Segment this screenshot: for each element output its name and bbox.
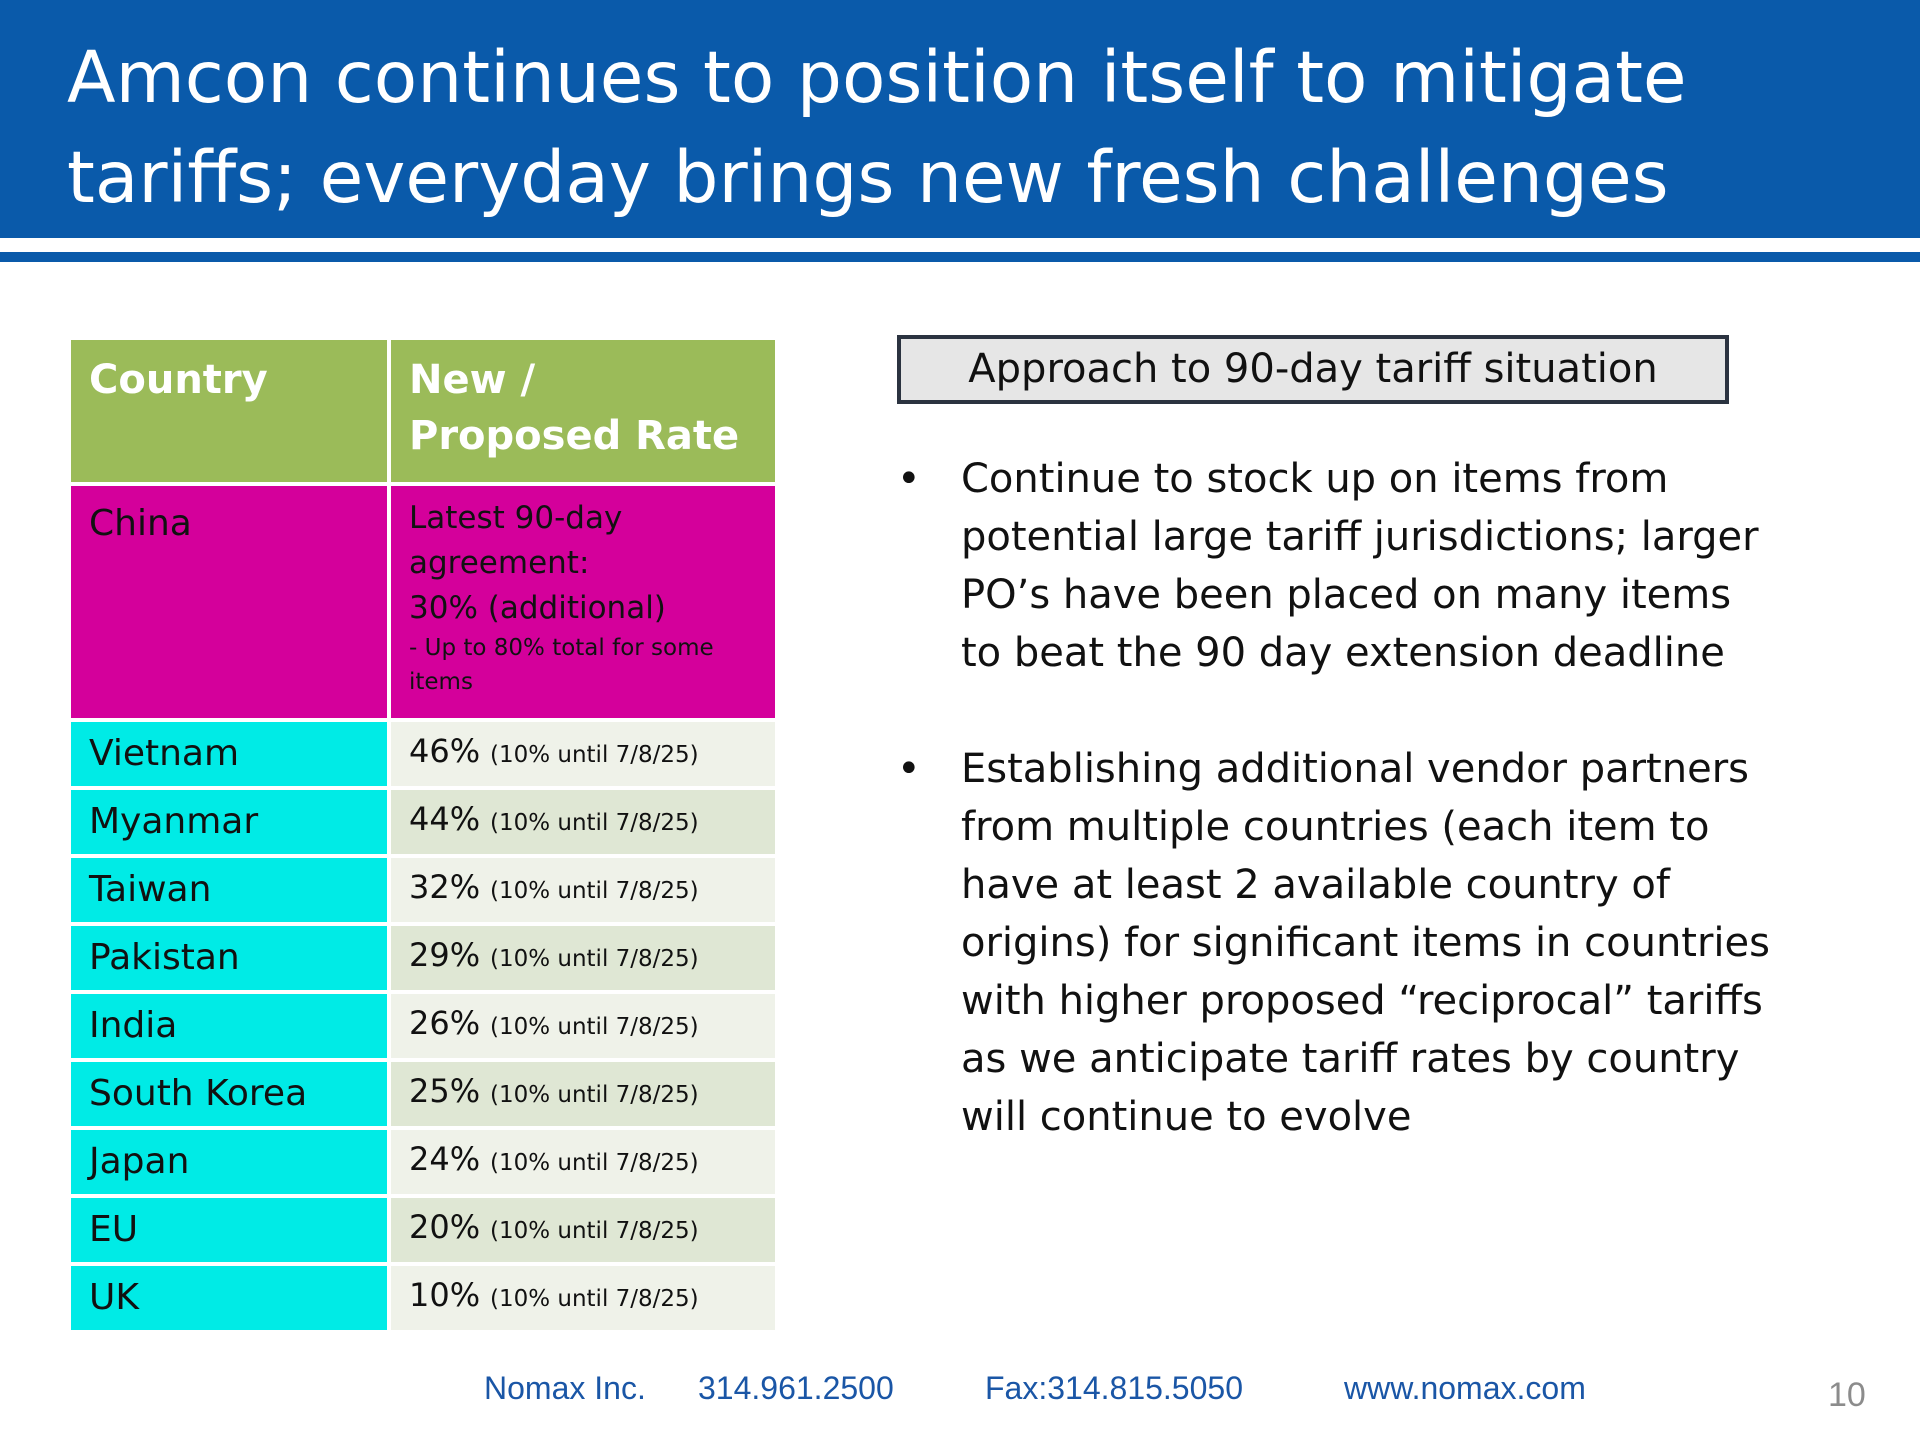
rate-cell: 32% (10% until 7/8/25) [387,854,779,926]
page-number: 10 [1828,1376,1866,1414]
table-row: Myanmar 44% (10% until 7/8/25) [67,786,779,858]
table-row: EU 20% (10% until 7/8/25) [67,1194,779,1266]
rate-value: 20% [409,1208,481,1246]
approach-bullet-list: • Continue to stock up on items from pot… [897,450,1777,1204]
rate-cell: 46% (10% until 7/8/25) [387,718,779,790]
tariff-table: Country New / Proposed Rate China Latest… [67,336,779,1334]
rate-value: 24% [409,1140,481,1178]
rate-note: (10% until 7/8/25) [489,1150,699,1176]
rate-value: 10% [409,1276,481,1314]
bullet-icon: • [897,456,921,502]
table-row: Pakistan 29% (10% until 7/8/25) [67,922,779,994]
footer: Nomax Inc. 314.961.2500 Fax:314.815.5050… [0,1370,1920,1420]
rate-note: (10% until 7/8/25) [489,946,699,972]
header-rule [0,252,1920,262]
rate-cell: 10% (10% until 7/8/25) [387,1262,779,1334]
table-row: India 26% (10% until 7/8/25) [67,990,779,1062]
rate-note: (10% until 7/8/25) [489,1082,699,1108]
rate-note: - Up to 80% total for some items [409,635,714,695]
list-item: • Continue to stock up on items from pot… [897,450,1777,682]
country-cell: South Korea [67,1058,391,1130]
rate-value: 25% [409,1072,481,1110]
rate-value: 26% [409,1004,481,1042]
table-row: South Korea 25% (10% until 7/8/25) [67,1058,779,1130]
country-cell: EU [67,1194,391,1266]
rate-agreement-label: Latest 90-day agreement: [409,500,623,581]
country-cell: UK [67,1262,391,1334]
country-cell: Pakistan [67,922,391,994]
rate-cell: 25% (10% until 7/8/25) [387,1058,779,1130]
rate-value: 32% [409,868,481,906]
rate-value: 30% (additional) [409,590,666,626]
rate-value: 29% [409,936,481,974]
slide-title: Amcon continues to position itself to mi… [67,36,1687,219]
rate-value: 44% [409,800,481,838]
footer-company: Nomax Inc. [484,1370,646,1406]
rate-note: (10% until 7/8/25) [489,878,699,904]
rate-cell: 24% (10% until 7/8/25) [387,1126,779,1198]
country-cell: Japan [67,1126,391,1198]
country-cell: Taiwan [67,854,391,926]
title-banner: Amcon continues to position itself to mi… [0,0,1920,238]
rate-cell: 44% (10% until 7/8/25) [387,786,779,858]
approach-heading-box: Approach to 90-day tariff situation [897,335,1729,404]
table-row: Vietnam 46% (10% until 7/8/25) [67,718,779,790]
country-cell: China [67,482,391,722]
table-row: Japan 24% (10% until 7/8/25) [67,1126,779,1198]
country-cell: Myanmar [67,786,391,858]
bullet-icon: • [897,746,921,792]
table-row: Taiwan 32% (10% until 7/8/25) [67,854,779,926]
rate-note: (10% until 7/8/25) [489,1014,699,1040]
rate-note: (10% until 7/8/25) [489,810,699,836]
footer-phone: 314.961.2500 [698,1370,894,1406]
bullet-text: Continue to stock up on items from poten… [961,456,1759,676]
bullet-text: Establishing additional vendor partners … [961,746,1770,1140]
table-row-china: China Latest 90-day agreement: 30% (addi… [67,482,779,722]
rate-cell: Latest 90-day agreement: 30% (additional… [387,482,779,722]
footer-fax: Fax:314.815.5050 [985,1370,1243,1406]
column-header-country: Country [67,336,391,486]
rate-value: 46% [409,732,481,770]
rate-note: (10% until 7/8/25) [489,1218,699,1244]
footer-website[interactable]: www.nomax.com [1344,1370,1586,1406]
country-cell: Vietnam [67,718,391,790]
rate-cell: 26% (10% until 7/8/25) [387,990,779,1062]
column-header-rate: New / Proposed Rate [387,336,779,486]
table-row: UK 10% (10% until 7/8/25) [67,1262,779,1334]
rate-note: (10% until 7/8/25) [489,742,699,768]
table-header-row: Country New / Proposed Rate [67,336,779,486]
rate-note: (10% until 7/8/25) [489,1286,699,1312]
rate-cell: 29% (10% until 7/8/25) [387,922,779,994]
country-cell: India [67,990,391,1062]
list-item: • Establishing additional vendor partner… [897,740,1777,1146]
rate-cell: 20% (10% until 7/8/25) [387,1194,779,1266]
